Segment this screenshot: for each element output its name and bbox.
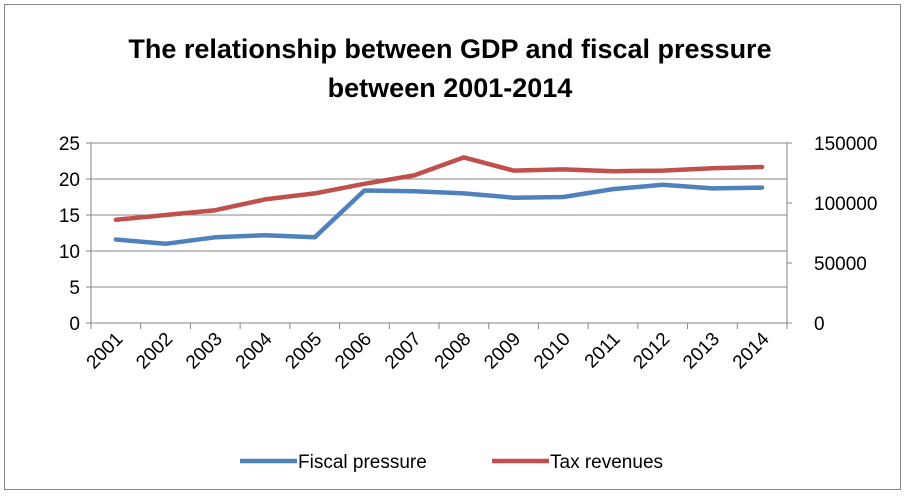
x-tick-label: 2003 — [182, 329, 227, 374]
y-right-tick-label: 150000 — [814, 134, 877, 155]
legend-label-tax-revenues: Tax revenues — [550, 452, 663, 473]
x-tick-label: 2012 — [630, 329, 675, 374]
y-right-tick-label: 50000 — [814, 254, 867, 275]
y-left-tick-label: 15 — [59, 206, 80, 227]
y-right-tick-label: 100000 — [814, 194, 877, 215]
series-line-fiscal-pressure — [113, 182, 765, 247]
chart-title-line-1: The relationship between GDP and fiscal … — [128, 34, 771, 64]
x-tick-label: 2005 — [282, 329, 327, 374]
x-tick-label: 2004 — [232, 328, 277, 373]
line-chart: The relationship between GDP and fiscal … — [59, 34, 878, 473]
x-tick-label: 2010 — [530, 329, 575, 374]
series-line-tax-revenues — [113, 155, 765, 223]
x-tick-label: 2009 — [480, 329, 525, 374]
y-left-tick-label: 5 — [69, 278, 80, 299]
axes: 0 5 10 15 20 25 0 50000 100000 150000 2001 2002 2003… — [59, 134, 878, 373]
y-left-tick-label: 10 — [59, 242, 80, 263]
legend-label-fiscal-pressure: Fiscal pressure — [298, 452, 427, 473]
x-tick-label: 2001 — [83, 329, 128, 374]
y-right-tick-label: 0 — [814, 314, 825, 335]
x-tick-label: 2011 — [581, 329, 625, 373]
x-tick-label: 2008 — [431, 329, 476, 374]
y-left-tick-label: 0 — [69, 314, 80, 335]
x-tick-label: 2006 — [331, 329, 376, 374]
legend: Fiscal pressure Tax revenues — [240, 452, 663, 473]
y-left-tick-label: 25 — [59, 134, 80, 155]
x-tick-label: 2013 — [679, 329, 724, 374]
x-tick-label: 2002 — [132, 329, 177, 374]
chart-frame: The relationship between GDP and fiscal … — [4, 4, 901, 490]
chart-title-line-2: between 2001-2014 — [328, 73, 573, 103]
series-lines — [113, 155, 765, 247]
x-tick-label: 2014 — [729, 328, 774, 373]
x-tick-label: 2007 — [381, 329, 426, 374]
y-left-tick-label: 20 — [59, 170, 80, 191]
gridlines — [91, 142, 787, 288]
